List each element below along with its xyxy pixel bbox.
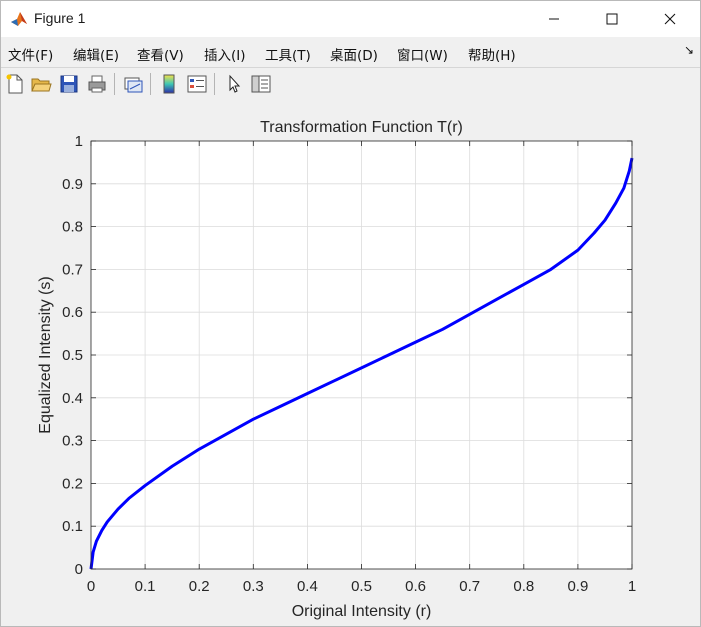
y-tick-label: 0.7: [62, 261, 83, 278]
edit-plot-icon[interactable]: [223, 73, 245, 95]
insert-legend-icon[interactable]: [186, 73, 208, 95]
menu-insert[interactable]: 插入(I): [204, 48, 246, 64]
insert-colorbar-icon[interactable]: [158, 73, 180, 95]
property-inspector-icon[interactable]: [250, 73, 272, 95]
x-tick-label: 0.4: [297, 578, 318, 595]
y-tick-label: 0.1: [62, 518, 83, 535]
title-bar[interactable]: Figure 1: [1, 1, 700, 37]
dock-arrow-icon[interactable]: ↘: [683, 43, 694, 57]
figure-canvas[interactable]: 0 0.1 0.2 0.3 0.4 0.5 0.6 0.7 0.8 0.9 1 0 0.1 0.2 0.3 0…: [1, 100, 700, 626]
menu-bar: 文件(F) 编辑(E) 查看(V) 插入(I) 工具(T) 桌面(D) 窗口(W…: [1, 37, 700, 67]
close-button[interactable]: [641, 1, 699, 37]
y-tick-label: 0.8: [62, 219, 83, 236]
plot-svg: 0 0.1 0.2 0.3 0.4 0.5 0.6 0.7 0.8 0.9 1 0 0.1 0.2 0.3 0…: [37, 119, 636, 620]
menu-help[interactable]: 帮助(H): [468, 48, 516, 64]
figure-toolbar: [1, 67, 700, 101]
y-tick-label: 0.9: [62, 176, 83, 193]
y-tick-label: 0.2: [62, 475, 83, 492]
toolbar-separator: [114, 73, 115, 95]
x-tick-label: 0.7: [459, 578, 480, 595]
y-tick-label: 0.3: [62, 433, 83, 450]
x-tick-label: 0.5: [351, 578, 372, 595]
new-figure-icon[interactable]: [4, 73, 26, 95]
menu-file[interactable]: 文件(F): [8, 48, 54, 64]
menu-view[interactable]: 查看(V): [137, 48, 184, 64]
save-icon[interactable]: [58, 73, 80, 95]
y-axis-label: Equalized Intensity (s): [37, 276, 54, 433]
x-axis-label: Original Intensity (r): [292, 603, 432, 620]
x-tick-label: 0.1: [135, 578, 156, 595]
grid-lines: [91, 141, 632, 569]
chart-title: Transformation Function T(r): [260, 119, 463, 136]
open-file-icon[interactable]: [30, 73, 52, 95]
menu-desktop[interactable]: 桌面(D): [330, 48, 378, 64]
matlab-logo-icon: [10, 10, 28, 28]
x-tick-label: 0.9: [567, 578, 588, 595]
axes-box: [90, 140, 633, 570]
x-tick-label: 0.3: [243, 578, 264, 595]
minimize-button[interactable]: [525, 1, 583, 37]
toolbar-separator: [150, 73, 151, 95]
menu-edit[interactable]: 编辑(E): [73, 48, 120, 64]
minimize-icon: [549, 18, 559, 20]
x-tick-label: 1: [628, 578, 636, 595]
y-tick-label: 0: [75, 561, 83, 578]
y-tick-label: 0.4: [62, 390, 83, 407]
tick-labels: 0 0.1 0.2 0.3 0.4 0.5 0.6 0.7 0.8 0.9 1 0 0.1 0.2 0.3 0…: [62, 133, 636, 595]
y-tick-label: 0.5: [62, 347, 83, 364]
y-tick-label: 0.6: [62, 304, 83, 321]
menu-tools[interactable]: 工具(T): [265, 48, 311, 64]
maximize-button[interactable]: [583, 1, 641, 37]
y-tick-label: 1: [75, 133, 83, 150]
series-line: [89, 157, 634, 570]
menu-window[interactable]: 窗口(W): [397, 48, 448, 64]
x-tick-label: 0.8: [513, 578, 534, 595]
link-plot-icon[interactable]: [122, 73, 144, 95]
x-tick-label: 0.6: [405, 578, 426, 595]
close-icon: [664, 13, 676, 25]
print-icon[interactable]: [86, 73, 108, 95]
window-title: Figure 1: [34, 10, 86, 26]
x-tick-label: 0: [87, 578, 95, 595]
toolbar-separator: [214, 73, 215, 95]
x-tick-label: 0.2: [189, 578, 210, 595]
maximize-icon: [606, 13, 618, 25]
